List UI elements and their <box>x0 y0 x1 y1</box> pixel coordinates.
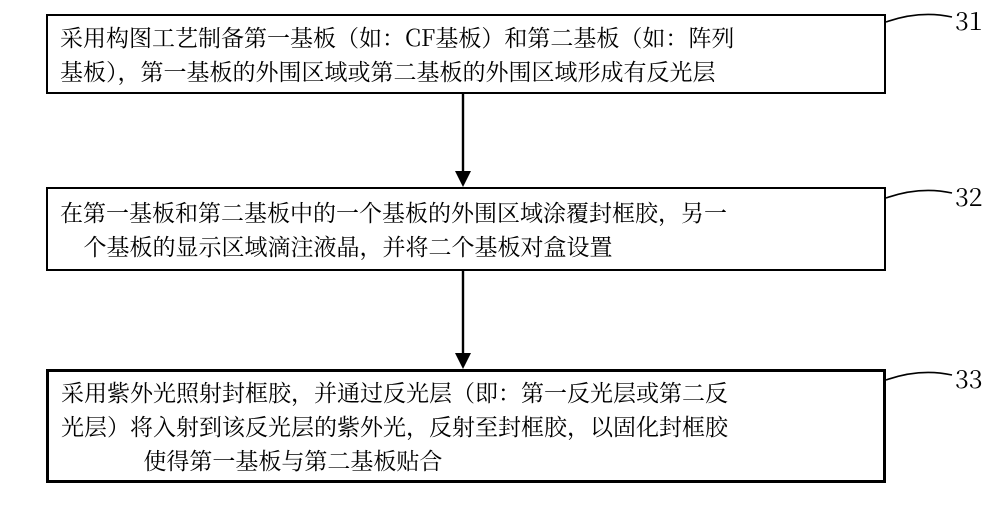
flow-step-3-line-1: 采用紫外光照射封框胶，并通过反光层（即：第一反光层或第二反 <box>61 375 871 409</box>
flow-step-3-line-2: 光层）将入射到该反光层的紫外光，反射至封框胶，以固化封框胶 <box>61 409 871 443</box>
flow-step-2: 在第一基板和第二基板中的一个基板的外围区域涂覆封框胶，另一 个基板的显示区域滴注… <box>46 187 886 271</box>
flow-step-3-line-3: 使得第一基板与第二基板贴合 <box>61 443 871 477</box>
flow-step-2-line-1: 在第一基板和第二基板中的一个基板的外围区域涂覆封框胶，另一 <box>60 195 872 229</box>
flow-step-1-line-1: 采用构图工艺制备第一基板（如：CF基板）和第二基板（如：阵列 <box>60 20 872 54</box>
step-label-32: 32 <box>955 178 983 214</box>
step-label-31: 31 <box>955 2 983 38</box>
flow-step-1-line-2: 基板），第一基板的外围区域或第二基板的外围区域形成有反光层 <box>60 54 872 88</box>
flow-step-1: 采用构图工艺制备第一基板（如：CF基板）和第二基板（如：阵列 基板），第一基板的… <box>46 14 886 94</box>
step-label-33: 33 <box>955 360 983 396</box>
flow-step-3: 采用紫外光照射封框胶，并通过反光层（即：第一反光层或第二反 光层）将入射到该反光… <box>46 369 886 483</box>
flow-step-2-line-2: 个基板的显示区域滴注液晶，并将二个基板对盒设置 <box>60 229 872 263</box>
